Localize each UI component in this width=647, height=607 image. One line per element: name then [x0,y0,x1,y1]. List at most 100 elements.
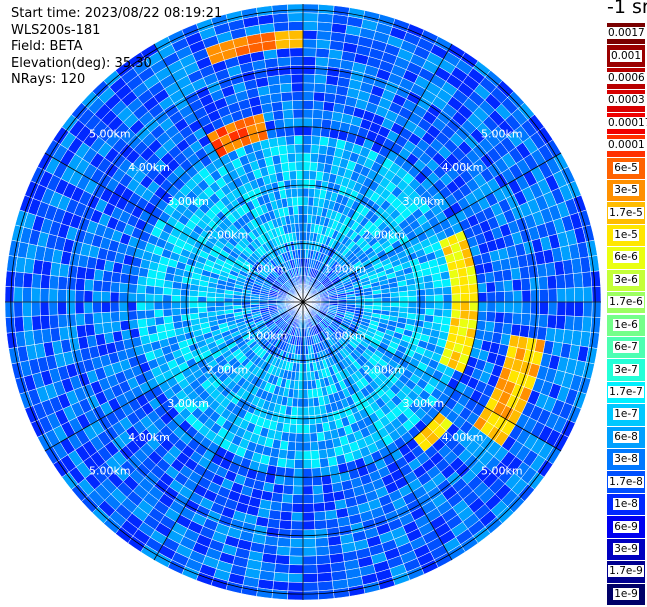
ppi-range-bin [519,266,530,280]
ppi-range-bin [75,277,86,291]
ppi-range-bin [314,528,329,539]
range-ring-label: 3.00km [403,397,445,410]
ppi-range-bin [48,275,60,290]
ppi-range-bin [162,287,173,296]
ppi-range-bin [162,301,172,310]
ppi-range-bin [458,275,469,286]
ppi-range-bin [459,284,470,295]
ppi-range-bin [137,318,148,329]
ppi-range-bin [188,307,199,315]
range-ring-label: 1.00km [246,262,288,275]
ppi-range-bin [510,323,522,337]
ppi-range-bin [4,286,15,303]
ppi-range-bin [127,301,137,312]
ppi-range-bin [271,4,289,15]
range-ring-label: 5.00km [89,465,131,478]
ppi-range-bin [451,301,462,311]
ppi-range-bin [556,301,567,317]
ppi-range-bin [13,301,24,318]
ppi-range-bin [75,313,86,327]
ppi-range-bin [302,12,319,23]
ppi-range-bin [128,274,139,285]
ppi-range-bin [22,315,34,332]
ppi-range-bin [39,287,50,303]
ppi-range-bin [389,291,400,298]
ppi-range-bin [277,528,292,539]
ppi-range-bin [302,380,308,390]
ppi-range-bin [215,305,225,312]
ppi-range-bin [539,301,549,316]
ppi-range-bin [529,276,540,291]
ppi-range-bin [291,511,304,522]
ppi-range-bin [136,309,147,320]
ppi-range-bin [477,301,488,312]
ppi-range-bin [118,301,129,312]
ppi-range-bin [277,56,291,67]
ppi-range-bin [83,301,94,314]
ppi-range-bin [153,293,164,303]
ppi-range-bin [162,294,172,303]
ppi-range-bin [310,144,320,155]
ppi-range-bin [292,100,304,110]
ppi-range-bin [22,272,34,289]
ppi-range-bin [416,295,426,303]
colorbar-tick-label: 6e-9 [613,520,639,533]
ppi-range-bin [321,109,334,121]
ppi-range-bin [311,467,322,478]
ppi-range-bin [232,301,242,306]
range-ring-label: 5.00km [481,127,523,140]
ppi-range-bin [294,222,300,233]
ppi-range-bin [92,301,102,314]
ppi-range-bin [276,457,287,468]
ppi-range-bin [313,91,326,102]
ppi-range-bin [127,292,137,303]
ppi-range-bin [119,272,131,284]
ppi-range-bin [503,279,514,292]
ppi-range-bin [188,295,199,303]
ppi-range-bin [290,65,304,75]
ppi-range-bin [292,108,304,119]
elevation: Elevation(deg): 35.30 [11,55,152,71]
ppi-range-bin [467,319,478,330]
ppi-range-bin [302,187,310,198]
ppi-range-bin [293,476,304,487]
ppi-range-bin [145,285,156,295]
range-ring-label: 1.00km [324,262,366,275]
range-ring-label: 2.00km [363,229,405,242]
ppi-range-bin [279,82,293,94]
ppi-range-bin [272,12,289,24]
ppi-range-bin [276,47,291,59]
ppi-range-bin [564,315,575,331]
ppi-range-bin [288,564,304,574]
ppi-range-bin [84,267,96,281]
ppi-range-bin [180,301,190,309]
ppi-range-bin [291,196,299,207]
ppi-range-bin [322,492,335,503]
ppi-range-bin [31,301,41,317]
range-ring-label: 2.00km [363,363,405,376]
ppi-range-bin [306,380,313,390]
ppi-range-bin [302,573,318,583]
ppi-range-bin [442,293,453,303]
ppi-range-bin [279,510,293,522]
ppi-range-bin [302,590,319,601]
ppi-range-bin [128,319,139,330]
ppi-range-bin [313,502,326,513]
ppi-range-bin [565,301,575,317]
ppi-range-bin [302,161,311,171]
ppi-range-bin [308,179,317,189]
ppi-range-bin [432,279,443,289]
ppi-range-bin [521,289,532,303]
ppi-range-bin [280,162,290,173]
ppi-range-bin [307,397,315,408]
ppi-range-bin [565,287,575,303]
ppi-range-bin [92,312,103,325]
ppi-range-bin [501,268,513,282]
ppi-range-bin [484,320,496,333]
ppi-range-bin [13,286,24,303]
ppi-range-bin [309,432,318,443]
ppi-range-bin [280,502,293,513]
ppi-range-bin [289,415,298,425]
ppi-range-bin [153,301,164,311]
ppi-range-bin [180,288,190,297]
